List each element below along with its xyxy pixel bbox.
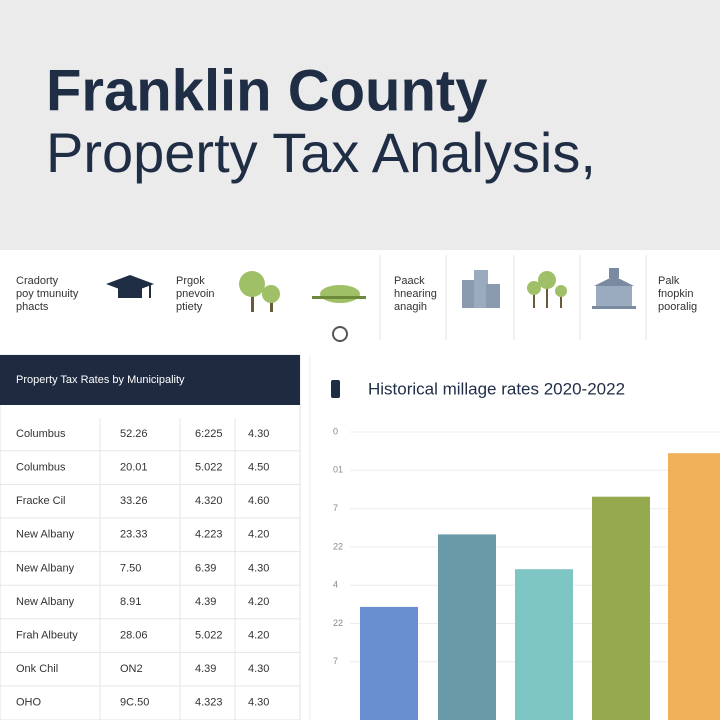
table-cell: 9C.50 bbox=[120, 697, 149, 709]
bar bbox=[515, 569, 573, 720]
title-line2: Property Tax Analysis, bbox=[46, 121, 596, 184]
icon-label: Palk bbox=[658, 275, 680, 287]
table-cell: 28.06 bbox=[120, 630, 148, 642]
table-cell: Fracke Cil bbox=[16, 495, 66, 507]
axis-label: 7 bbox=[333, 656, 338, 666]
bar bbox=[592, 496, 650, 720]
axis-label: 4 bbox=[333, 580, 338, 590]
table-panel bbox=[0, 354, 301, 720]
table-cell: New Albany bbox=[16, 596, 75, 608]
table-cell: 20.01 bbox=[120, 462, 148, 474]
trees-icon bbox=[527, 271, 567, 308]
axis-label: 22 bbox=[333, 618, 343, 628]
table-header bbox=[0, 355, 300, 405]
axis-label: 0 bbox=[333, 426, 338, 436]
icon-label: fnopkin bbox=[658, 288, 693, 300]
bar bbox=[360, 606, 418, 720]
icon-label: pooralig bbox=[658, 301, 697, 313]
icon-label: anagih bbox=[394, 301, 427, 313]
table-cell: 8.91 bbox=[120, 596, 141, 608]
table-cell: 4.20 bbox=[248, 529, 269, 541]
table-cell: 5.022 bbox=[195, 462, 223, 474]
table-cell: Onk Chil bbox=[16, 663, 58, 675]
table-cell: 4.50 bbox=[248, 462, 269, 474]
header-bg bbox=[0, 0, 720, 250]
table-cell: New Albany bbox=[16, 529, 75, 541]
bar bbox=[438, 534, 496, 720]
table-title: Property Tax Rates by Municipality bbox=[16, 374, 185, 386]
bar bbox=[668, 453, 720, 720]
table-cell: 4.39 bbox=[195, 596, 216, 608]
table-cell: Frah Albeuty bbox=[16, 630, 78, 642]
courthouse-icon bbox=[592, 268, 636, 309]
icon-label: poy tmunuity bbox=[16, 288, 79, 300]
hill-icon bbox=[312, 285, 366, 303]
table-cell: 4.30 bbox=[248, 562, 269, 574]
small-icon bbox=[332, 326, 348, 342]
table-cell: 4.20 bbox=[248, 596, 269, 608]
table-cell: 4.320 bbox=[195, 495, 223, 507]
table-cell: Columbus bbox=[16, 428, 66, 440]
table-cell: 5.022 bbox=[195, 630, 223, 642]
cap-icon bbox=[106, 275, 154, 298]
table-cell: 4.30 bbox=[248, 663, 269, 675]
table-cell: 52.26 bbox=[120, 428, 148, 440]
table-cell: 6:225 bbox=[195, 428, 223, 440]
icon-label: hnearing bbox=[394, 288, 437, 300]
building-icon bbox=[462, 270, 500, 308]
table-cell: 4.20 bbox=[248, 630, 269, 642]
table-cell: New Albany bbox=[16, 562, 75, 574]
table-cell: 4.30 bbox=[248, 697, 269, 709]
chart-title: Historical millage rates 2020-2022 bbox=[368, 379, 625, 398]
title-line1: Franklin County bbox=[46, 58, 487, 123]
table-cell: 23.33 bbox=[120, 529, 148, 541]
icon-label: pnevoin bbox=[176, 288, 215, 300]
icon-label: Cradorty bbox=[16, 275, 59, 287]
axis-label: 7 bbox=[333, 503, 338, 513]
tree-icon bbox=[239, 271, 280, 312]
chart-icon bbox=[331, 380, 340, 398]
table-cell: 4.223 bbox=[195, 529, 223, 541]
table-cell: 4.60 bbox=[248, 495, 269, 507]
table-cell: 7.50 bbox=[120, 562, 141, 574]
table-cell: 6.39 bbox=[195, 562, 216, 574]
icon-label: ptiety bbox=[176, 301, 203, 313]
icon-label: phacts bbox=[16, 301, 49, 313]
table-cell: 33.26 bbox=[120, 495, 148, 507]
table-cell: Columbus bbox=[16, 462, 66, 474]
table-cell: ON2 bbox=[120, 663, 143, 675]
icon-label: Paack bbox=[394, 275, 425, 287]
table-cell: 4.39 bbox=[195, 663, 216, 675]
table-cell: 4.30 bbox=[248, 428, 269, 440]
axis-label: 22 bbox=[333, 541, 343, 551]
table-cell: 4.323 bbox=[195, 697, 223, 709]
icon-label: Prgok bbox=[176, 275, 205, 287]
table-cell: OHO bbox=[16, 697, 42, 709]
icon-strip bbox=[106, 255, 647, 342]
axis-label: 01 bbox=[333, 465, 343, 475]
